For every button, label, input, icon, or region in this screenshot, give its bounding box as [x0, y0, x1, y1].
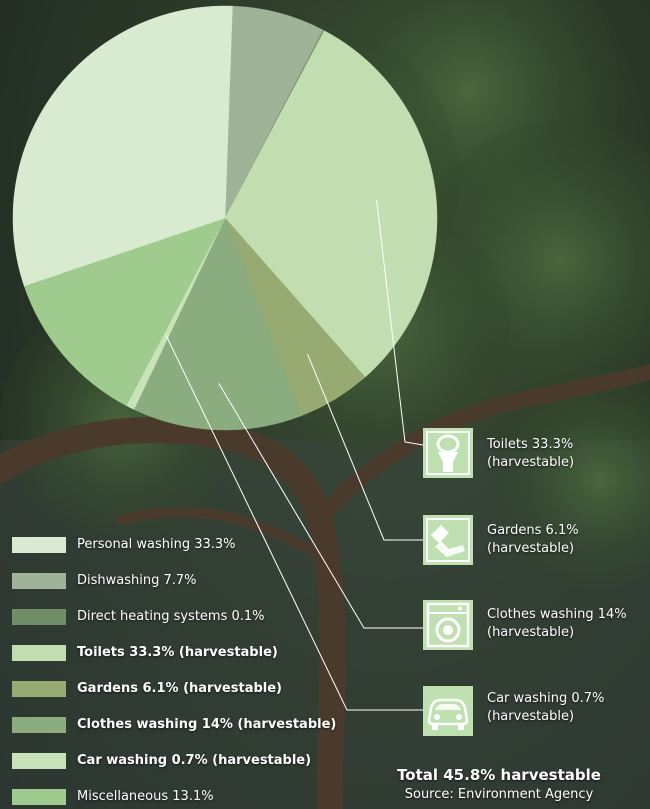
legend-label: Car washing 0.7% (harvestable) [77, 753, 312, 768]
legend-swatch [12, 645, 66, 661]
legend-label: Direct heating systems 0.1% [77, 609, 265, 624]
legend-label: Gardens 6.1% (harvestable) [77, 681, 282, 696]
legend-item-car-washing: Car washing 0.7% (harvestable) [12, 752, 650, 770]
legend-label: Miscellaneous 13.1% [77, 789, 214, 804]
leader-line-clothes-washing [218, 382, 423, 629]
legend-item-toilets: Toilets 33.3% (harvestable) [12, 644, 650, 662]
leader-line-gardens [307, 353, 423, 541]
toilet-icon [423, 428, 473, 478]
leader-line-toilets [376, 200, 424, 446]
legend-swatch [12, 609, 66, 625]
watering-can-icon [423, 515, 473, 565]
legend-label: Personal washing 33.3% [77, 537, 236, 552]
callout-clothes-washing: Clothes washing 14% (harvestable) [487, 606, 627, 642]
pie-slice-clothes-washing [133, 217, 302, 431]
washing-machine-icon [423, 600, 473, 650]
source-note: Source: Environment Agency [404, 787, 594, 802]
legend-item-direct-heating: Direct heating systems 0.1% [12, 608, 650, 626]
callout-toilets: Toilets 33.3% (harvestable) [487, 436, 574, 472]
callout-note: (harvestable) [487, 709, 575, 724]
legend-swatch [12, 573, 66, 589]
callout-title: Clothes washing 14% [487, 607, 627, 622]
callout-note: (harvestable) [487, 455, 575, 470]
pie-slice-miscellaneous [23, 217, 226, 406]
legend-label: Toilets 33.3% (harvestable) [77, 645, 278, 660]
legend-item-gardens: Gardens 6.1% (harvestable) [12, 680, 650, 698]
car-icon [423, 686, 473, 736]
legend-item-personal-washing: Personal washing 33.3% [12, 536, 650, 554]
legend-label: Clothes washing 14% (harvestable) [77, 717, 337, 732]
callout-title: Gardens 6.1% [487, 523, 579, 538]
legend-swatch [12, 717, 66, 733]
total-harvestable: Total 45.8% harvestable [397, 766, 601, 784]
legend-swatch [12, 789, 66, 805]
callout-note: (harvestable) [487, 541, 575, 556]
legend-swatch [12, 537, 66, 553]
legend-item-clothes-washing: Clothes washing 14% (harvestable) [12, 716, 650, 734]
legend-swatch [12, 681, 66, 697]
legend-swatch [12, 753, 66, 769]
legend-label: Dishwashing 7.7% [77, 573, 197, 588]
callout-gardens: Gardens 6.1% (harvestable) [487, 522, 579, 558]
legend-item-miscellaneous: Miscellaneous 13.1% [12, 788, 650, 806]
callout-title: Toilets 33.3% [487, 437, 574, 452]
callout-title: Car washing 0.7% [487, 691, 605, 706]
leader-line-car-washing [165, 335, 423, 711]
pie-slice-toilets [224, 30, 438, 378]
callout-car-washing: Car washing 0.7% (harvestable) [487, 690, 604, 726]
pie-slice-personal-washing [12, 5, 233, 287]
callout-note: (harvestable) [487, 625, 575, 640]
legend-item-dishwashing: Dishwashing 7.7% [12, 572, 650, 590]
